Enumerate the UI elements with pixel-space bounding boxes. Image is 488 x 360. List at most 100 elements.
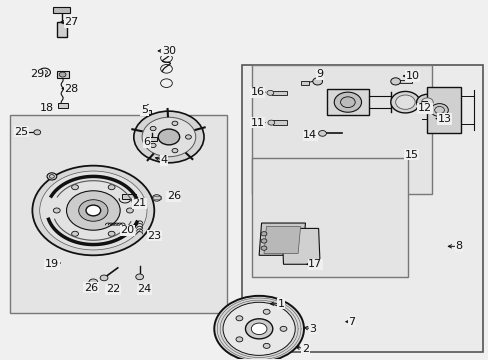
Circle shape [390,91,419,113]
Text: 21: 21 [132,198,146,208]
Circle shape [223,302,295,355]
Circle shape [421,98,432,107]
Text: 26: 26 [83,283,98,293]
Circle shape [150,126,156,131]
Circle shape [66,191,120,230]
Circle shape [395,95,414,109]
Circle shape [158,129,179,145]
Text: 18: 18 [40,103,54,113]
Text: 12: 12 [417,103,431,113]
Bar [58,103,68,108]
Circle shape [172,121,178,126]
Circle shape [318,131,326,136]
Circle shape [263,343,269,348]
Circle shape [340,97,354,108]
Circle shape [312,78,322,85]
Circle shape [261,239,266,243]
Circle shape [40,171,147,250]
Circle shape [72,231,78,236]
Polygon shape [282,228,320,264]
Circle shape [185,135,191,139]
Bar [251,65,431,194]
Circle shape [172,148,178,153]
Bar [141,110,151,114]
Bar [327,89,368,116]
Circle shape [280,326,286,331]
Bar [427,87,461,134]
Text: 7: 7 [347,317,355,327]
Circle shape [142,117,195,157]
Circle shape [430,104,447,117]
Text: 22: 22 [105,284,120,294]
Circle shape [263,309,269,314]
Text: 4: 4 [160,155,167,165]
Circle shape [86,205,101,216]
Circle shape [261,231,266,236]
Circle shape [89,279,98,285]
Circle shape [108,231,115,236]
Bar [153,197,160,199]
Text: 17: 17 [307,259,322,269]
Circle shape [126,208,133,213]
Bar [242,65,483,352]
Text: 28: 28 [64,84,79,94]
Text: 13: 13 [437,114,450,124]
Circle shape [245,319,272,339]
Text: 25: 25 [14,127,28,136]
Bar [272,91,286,95]
Text: 16: 16 [250,87,264,97]
Bar [300,81,309,85]
Circle shape [59,72,66,77]
Text: 26: 26 [166,191,181,201]
Circle shape [53,208,60,213]
Circle shape [266,90,273,95]
Bar [399,80,411,83]
Text: 1: 1 [277,299,284,309]
Bar [10,116,227,313]
Polygon shape [259,223,305,255]
Text: 29: 29 [30,69,44,79]
Bar [251,158,407,277]
Text: 2: 2 [301,343,308,354]
Bar [146,137,157,140]
Text: 11: 11 [250,118,264,128]
Text: 5: 5 [141,105,148,115]
Circle shape [34,130,41,135]
Circle shape [100,275,108,281]
Circle shape [416,94,437,110]
Text: 6: 6 [143,138,150,147]
Text: 14: 14 [303,130,317,140]
Text: 19: 19 [45,259,59,269]
Circle shape [72,185,78,190]
Circle shape [261,246,266,250]
Bar [122,194,136,199]
Bar [272,121,287,125]
Text: 8: 8 [454,241,462,251]
Circle shape [236,316,243,321]
Circle shape [134,111,203,163]
Bar [57,71,69,78]
Text: 23: 23 [147,231,161,240]
Circle shape [236,337,243,342]
Circle shape [333,92,361,112]
Text: 27: 27 [64,17,79,27]
Circle shape [136,274,143,280]
Circle shape [150,143,156,148]
Circle shape [41,70,47,75]
Text: 10: 10 [405,71,419,81]
Circle shape [251,323,266,334]
Text: 9: 9 [316,69,323,79]
Text: 20: 20 [120,225,134,235]
Circle shape [214,296,304,360]
Circle shape [267,120,274,125]
Circle shape [47,173,57,180]
Circle shape [108,185,115,190]
Text: 3: 3 [308,324,316,334]
Text: 15: 15 [404,150,418,160]
Bar [57,22,67,37]
Text: 24: 24 [137,284,151,294]
Polygon shape [264,226,300,253]
Circle shape [32,166,154,255]
Circle shape [152,195,161,201]
Circle shape [79,200,108,221]
